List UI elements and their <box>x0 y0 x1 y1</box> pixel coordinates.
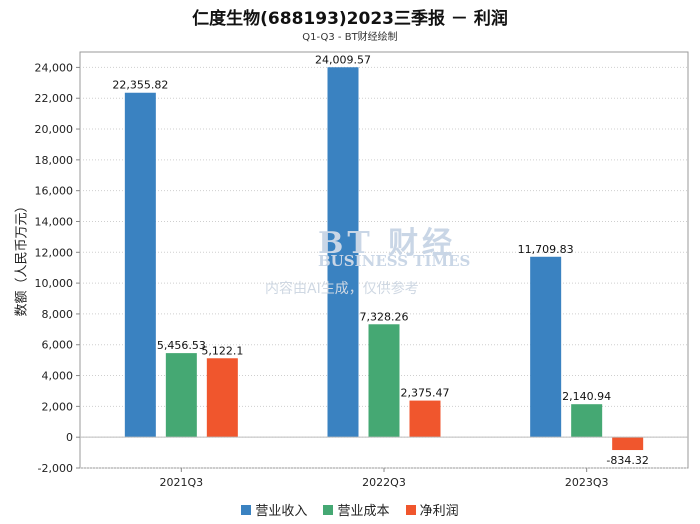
watermark-note: 内容由AI生成，仅供参考 <box>265 281 419 297</box>
legend-label-revenue: 营业收入 <box>255 504 308 519</box>
legend: 营业收入 营业成本 净利润 <box>0 500 700 519</box>
y-tick-label: 8,000 <box>42 308 74 321</box>
data-label: 11,709.83 <box>518 243 574 256</box>
x-tick-label: 2021Q3 <box>160 476 204 489</box>
y-tick-label: 6,000 <box>42 339 74 352</box>
y-tick-label: 24,000 <box>35 61 74 74</box>
legend-item-net-profit[interactable]: 净利润 <box>405 500 459 519</box>
y-tick-label: 14,000 <box>35 215 74 228</box>
data-label: 5,456.53 <box>157 339 206 352</box>
data-label: 5,122.1 <box>201 344 243 357</box>
data-label: -834.32 <box>606 454 648 467</box>
watermark-brand: BT 财经 <box>318 226 457 261</box>
legend-item-cost[interactable]: 营业成本 <box>323 500 390 519</box>
y-tick-label: 10,000 <box>35 277 74 290</box>
y-tick-label: 20,000 <box>35 123 74 136</box>
watermark-english: BUSINESS TIMES <box>318 252 471 270</box>
x-tick-label: 2023Q3 <box>565 476 609 489</box>
y-tick-label: 18,000 <box>35 154 74 167</box>
bar-2021Q3-1 <box>165 353 197 438</box>
y-tick-label: 12,000 <box>35 246 74 259</box>
chart-subtitle: Q1-Q3 - BT财经绘制 <box>302 32 398 43</box>
y-axis-label: 数额（人民币万元） <box>14 199 30 317</box>
legend-item-revenue[interactable]: 营业收入 <box>241 500 307 519</box>
y-tick-label: 0 <box>66 431 73 444</box>
chart-title: 仁度生物(688193)2023三季报 － 利润 <box>192 9 508 29</box>
y-tick-label: 22,000 <box>35 92 74 105</box>
y-tick-label: 16,000 <box>35 185 74 198</box>
bar-2023Q3-1 <box>571 404 603 438</box>
data-label: 7,328.26 <box>360 310 409 323</box>
data-label: 2,375.47 <box>401 387 450 400</box>
bar-2023Q3-0 <box>530 256 562 438</box>
legend-swatch-cost <box>323 504 334 515</box>
legend-swatch-revenue <box>241 504 252 515</box>
legend-label-net-profit: 净利润 <box>419 504 459 519</box>
x-tick-label: 2022Q3 <box>362 476 406 489</box>
data-label: 22,355.82 <box>112 79 168 92</box>
bar-2021Q3-2 <box>206 358 238 438</box>
legend-swatch-net-profit <box>405 504 416 515</box>
data-label: 2,140.94 <box>562 390 611 403</box>
data-label: 24,009.57 <box>315 53 371 66</box>
y-tick-label: -2,000 <box>38 462 73 475</box>
y-tick-label: 4,000 <box>42 370 74 383</box>
bar-2021Q3-0 <box>124 92 156 438</box>
y-tick-label: 2,000 <box>42 400 74 413</box>
bar-2022Q3-1 <box>368 324 400 438</box>
bar-2023Q3-2 <box>612 437 644 451</box>
bar-2022Q3-0 <box>327 67 359 438</box>
legend-label-cost: 营业成本 <box>337 504 390 519</box>
bar-2022Q3-2 <box>409 400 441 438</box>
